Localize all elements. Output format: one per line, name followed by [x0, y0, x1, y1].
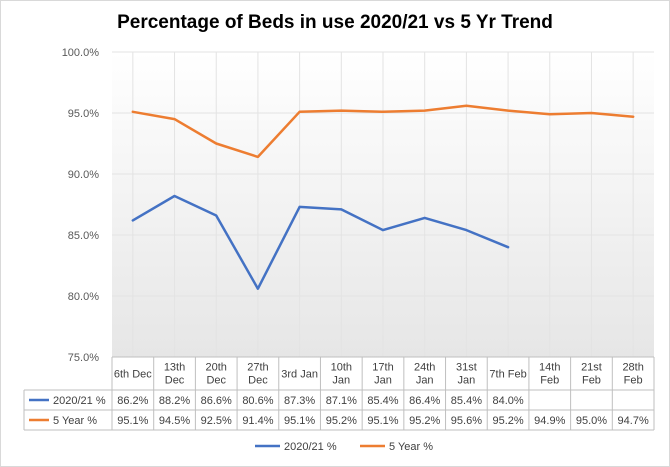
x-category-label: 17th Jan [372, 362, 393, 387]
x-category-label-line: Jan [332, 375, 350, 387]
chart-title: Percentage of Beds in use 2020/21 vs 5 Y… [117, 12, 553, 33]
table-series-name: 5 Year % [53, 415, 97, 427]
x-category-label: 10th Jan [331, 362, 352, 387]
table-cell-value: 86.2% [117, 395, 148, 407]
x-category-label-line: Jan [374, 375, 392, 387]
table-cell-value: 95.2% [326, 415, 357, 427]
x-category-label-line: 28th [622, 362, 643, 374]
table-cell-value: 95.1% [117, 415, 148, 427]
table-cell-value: 85.4% [367, 395, 398, 407]
x-category-label-line: Dec [248, 375, 268, 387]
y-tick-label: 95.0% [68, 108, 99, 120]
table-cell-value: 85.4% [451, 395, 482, 407]
x-category-label: 31st Jan [456, 362, 477, 387]
table-cell-value: 86.6% [201, 395, 232, 407]
y-tick-label: 80.0% [68, 291, 99, 303]
legend-label-0: 2020/21 % [284, 441, 337, 453]
x-category-label-line: 31st [456, 362, 477, 374]
x-category-label-line: 13th [164, 362, 185, 374]
table-cell-value: 88.2% [159, 395, 190, 407]
series-line-1 [131, 104, 635, 159]
x-category-label: 27th Dec [247, 362, 268, 387]
table-cell-value: 92.5% [201, 415, 232, 427]
table-cell-value: 87.3% [284, 395, 315, 407]
table-cell-value: 95.2% [409, 415, 440, 427]
table-cell-value: 95.1% [367, 415, 398, 427]
table-cell-value: 95.1% [284, 415, 315, 427]
x-category-label: 21st Feb [581, 362, 602, 387]
legend-label-1: 5 Year % [389, 441, 433, 453]
x-category-label-line: 24th [414, 362, 435, 374]
y-tick-label: 85.0% [68, 230, 99, 242]
x-category-label: 3rd Jan [281, 369, 318, 381]
table-cell-value: 91.4% [242, 415, 273, 427]
x-category-label-line: Dec [165, 375, 185, 387]
table-cell-value: 80.6% [242, 395, 273, 407]
x-category-label-line: Dec [206, 375, 226, 387]
table-series-name: 2020/21 % [53, 395, 106, 407]
table-cell-value: 86.4% [409, 395, 440, 407]
x-category-label-line: 10th [331, 362, 352, 374]
x-category-label-line: 21st [581, 362, 602, 374]
x-category-label: 6th Dec [114, 369, 152, 381]
table-cell-value: 94.5% [159, 415, 190, 427]
x-category-label-line: Feb [582, 375, 601, 387]
x-category-label: 13th Dec [164, 362, 185, 387]
x-category-label: 20th Dec [206, 362, 227, 387]
x-category-label-line: 20th [206, 362, 227, 374]
x-category-label-line: Feb [624, 375, 643, 387]
x-category-label-line: 27th [247, 362, 268, 374]
x-category-label: 28th Feb [622, 362, 643, 387]
y-tick-label: 100.0% [62, 47, 100, 59]
y-tick-label: 75.0% [68, 352, 99, 364]
x-category-label-line: 17th [372, 362, 393, 374]
y-tick-label: 90.0% [68, 169, 99, 181]
table-cell-value: 95.2% [492, 415, 523, 427]
series-line-0 [131, 194, 510, 290]
x-category-label: 14th Feb [539, 362, 560, 387]
table-cell-value: 94.9% [534, 415, 565, 427]
x-category-label: 7th Feb [489, 369, 526, 381]
x-category-label-line: Feb [540, 375, 559, 387]
table-cell-value: 94.7% [618, 415, 649, 427]
table-cell-value: 95.6% [451, 415, 482, 427]
table-cell-value: 84.0% [492, 395, 523, 407]
table-cell-value: 95.0% [576, 415, 607, 427]
x-category-label: 24th Jan [414, 362, 435, 387]
table-cell-value: 87.1% [326, 395, 357, 407]
x-category-label-line: Jan [416, 375, 434, 387]
x-category-label-line: 14th [539, 362, 560, 374]
x-category-label-line: Jan [458, 375, 476, 387]
